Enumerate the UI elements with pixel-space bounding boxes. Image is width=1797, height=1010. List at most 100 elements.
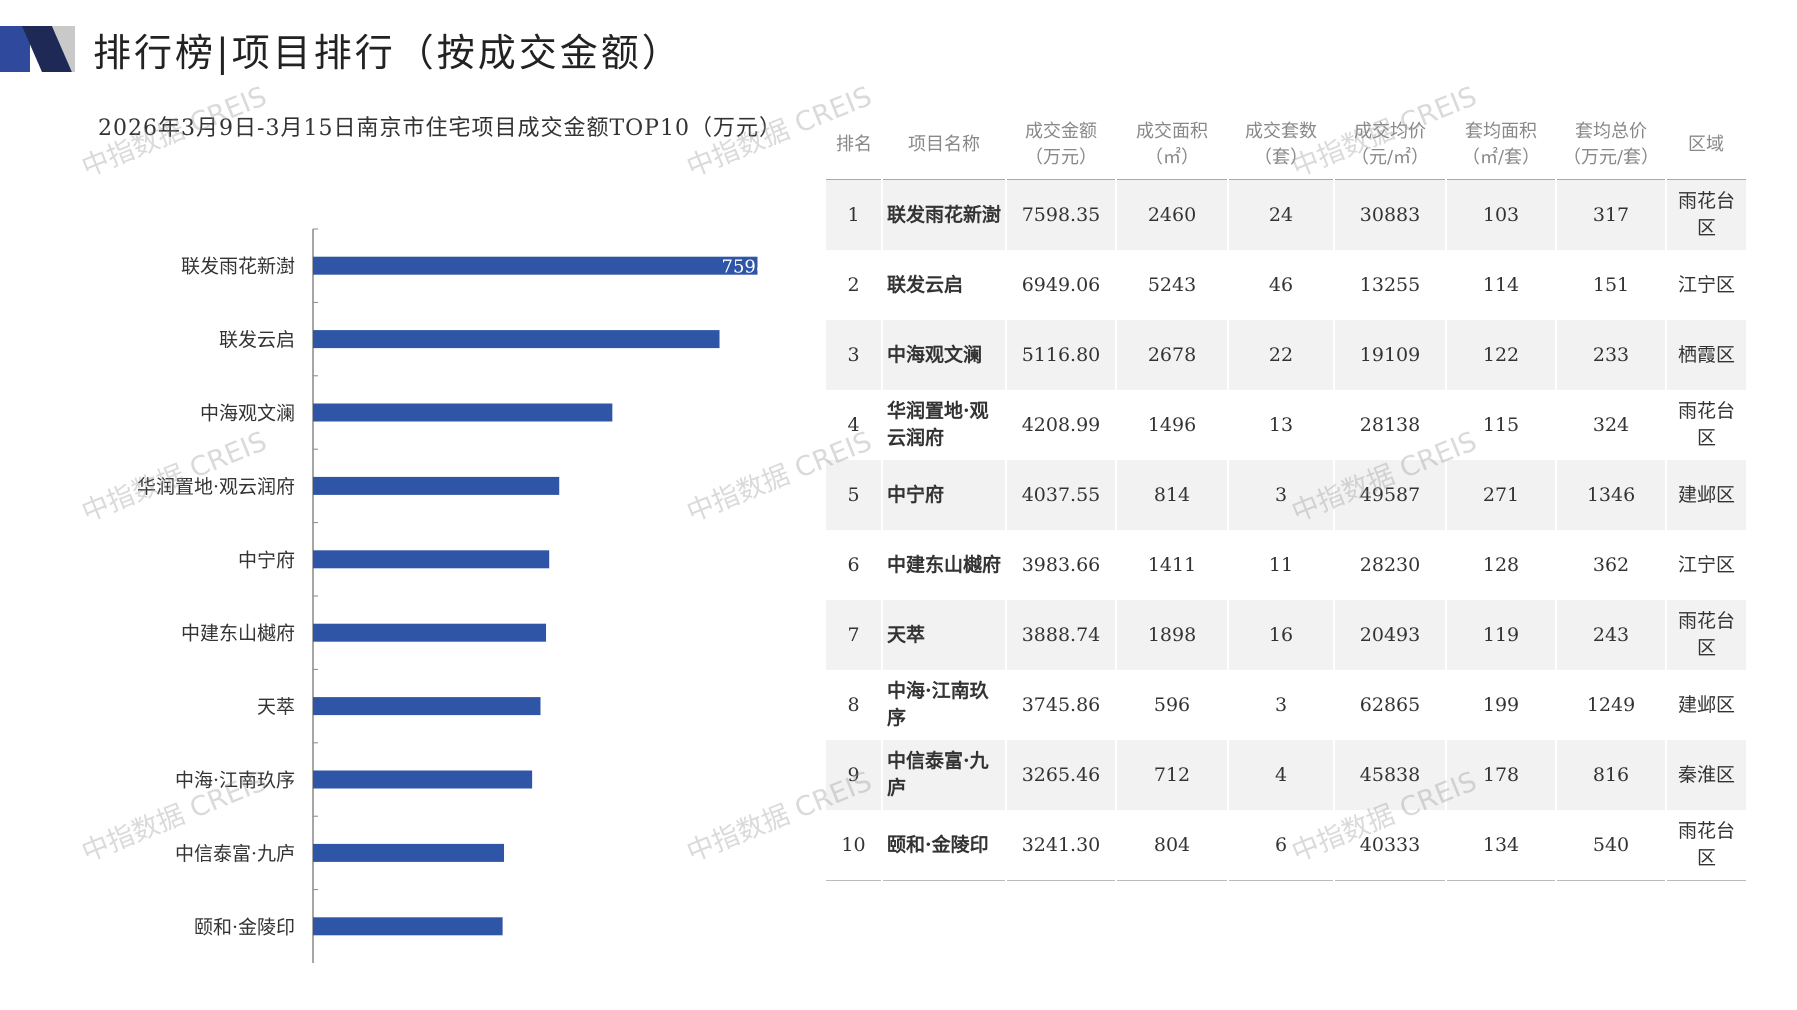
table-cell: 28138	[1333, 390, 1446, 460]
y-tick-label: 颐和·金陵印	[194, 916, 295, 938]
table-cell: 271	[1445, 460, 1556, 530]
bar	[313, 697, 541, 716]
table-row: 6 中建东山樾府 3983.66 1411 11 28230 128 362 江宁区	[826, 530, 1746, 600]
table-cell: 1411	[1115, 530, 1228, 600]
column-header: 套均面积 （㎡/套）	[1446, 111, 1556, 180]
bar	[313, 256, 758, 275]
table-cell: 8	[847, 693, 860, 716]
page-title: 排行榜|项目排行（按成交金额）	[93, 31, 683, 75]
table-cell: 中宁府	[881, 460, 1006, 530]
table-cell: 1346	[1555, 460, 1666, 530]
table-cell: 5243	[1115, 250, 1228, 320]
table-cell: 2460	[1115, 179, 1228, 250]
table-cell: 7	[826, 600, 882, 670]
bar	[313, 476, 560, 495]
table-row: 1 联发雨花新澍 7598.35 2460 24 30883 103 317 雨花台区	[826, 179, 1746, 250]
table-cell: 中建东山樾府	[881, 530, 1006, 600]
table-cell: 178	[1445, 740, 1556, 810]
y-tick-label: 中海·江南玖序	[175, 770, 295, 792]
table-cell: 栖霞区	[1665, 320, 1746, 390]
table-row: 9 中信泰富·九庐 3265.46 712 4 45838 178 816 秦淮区	[826, 740, 1746, 810]
table-cell: 4037.55	[1005, 460, 1116, 530]
table-cell: 中海·江南玖序	[881, 670, 1006, 740]
table-cell: 62865	[1333, 670, 1446, 740]
table-cell: 114	[1445, 250, 1556, 320]
chart-title: 2026年3月9日-3月15日南京市住宅项目成交金额TOP10（万元）	[98, 116, 782, 141]
table-cell: 雨花台区	[1665, 179, 1746, 250]
table-cell: 江宁区	[1665, 530, 1746, 600]
bar	[313, 623, 547, 642]
table-cell: 13255	[1333, 250, 1446, 320]
table-cell: 建邺区	[1665, 460, 1746, 530]
table-cell: 49587	[1333, 460, 1446, 530]
table-cell: 324	[1555, 390, 1666, 460]
table-cell: 46	[1227, 250, 1334, 320]
table-cell: 24	[1227, 179, 1334, 250]
bar	[313, 843, 505, 862]
table-cell: 中海观文澜	[881, 320, 1006, 390]
column-header: 排名	[826, 111, 882, 180]
table-cell: 134	[1445, 810, 1556, 881]
table-cell: 华润置地·观云润府	[881, 390, 1006, 460]
table-cell: 16	[1227, 600, 1334, 670]
column-header: 套均总价 （万元/套）	[1556, 111, 1666, 180]
table-cell: 9	[826, 740, 882, 810]
table-cell: 317	[1555, 179, 1666, 250]
column-header: 成交面积 （㎡）	[1116, 111, 1228, 180]
table-cell: 233	[1555, 320, 1666, 390]
table-cell: 151	[1555, 250, 1666, 320]
bar	[313, 917, 503, 936]
title-decoration	[0, 26, 75, 72]
table-cell: 联发云启	[881, 250, 1006, 320]
bar	[313, 330, 720, 349]
table-row: 2 联发云启 6949.06 5243 46 13255 114 151 江宁区	[826, 250, 1746, 320]
table-cell: 5	[826, 460, 882, 530]
table-cell: 122	[1445, 320, 1556, 390]
table-cell: 22	[1227, 320, 1334, 390]
table-cell: 199	[1445, 670, 1556, 740]
table-row: 8 中海·江南玖序 3745.86 596 3 62865 199 1249 建邺区	[826, 670, 1746, 740]
column-header: 成交均价 （元/㎡）	[1334, 111, 1446, 180]
bar	[313, 403, 613, 422]
table-cell: 2678	[1115, 320, 1228, 390]
table-row: 5 中宁府 4037.55 814 3 49587 271 1346 建邺区	[826, 460, 1746, 530]
y-tick-label: 联发雨花新澍	[181, 256, 295, 278]
table-row: 4 华润置地·观云润府 4208.99 1496 13 28138 115 324 雨花台区	[826, 390, 1746, 460]
table-cell: 3241.30	[1005, 810, 1116, 881]
table-cell: 6949.06	[1005, 250, 1116, 320]
bar	[313, 550, 550, 569]
table-cell: 江宁区	[1665, 250, 1746, 320]
y-tick-label: 中海观文澜	[200, 403, 295, 425]
y-tick-label: 天萃	[257, 696, 295, 718]
table-row: 3 中海观文澜 5116.80 2678 22 19109 122 233 栖霞区	[826, 320, 1746, 390]
table-cell: 115	[1445, 390, 1556, 460]
table-cell: 119	[1445, 600, 1556, 670]
table-cell: 6	[1227, 810, 1334, 881]
y-tick-label: 中宁府	[238, 549, 295, 571]
y-tick-label: 联发云启	[219, 329, 295, 351]
table-cell: 雨花台区	[1665, 390, 1746, 460]
table-cell: 3745.86	[1005, 670, 1116, 740]
table-cell: 4208.99	[1005, 390, 1116, 460]
table-cell: 天萃	[881, 600, 1006, 670]
y-tick-label: 中信泰富·九庐	[175, 843, 295, 865]
table-cell: 712	[1115, 740, 1228, 810]
table-cell: 6	[847, 553, 860, 576]
y-tick-label: 华润置地·观云润府	[137, 476, 295, 498]
table-cell: 1	[826, 179, 882, 250]
table-cell: 243	[1555, 600, 1666, 670]
table-cell: 7598.35	[1005, 179, 1116, 250]
table-cell: 3	[1227, 460, 1334, 530]
table-cell: 45838	[1333, 740, 1446, 810]
table-cell: 秦淮区	[1665, 740, 1746, 810]
table-cell: 3265.46	[1005, 740, 1116, 810]
table-cell: 5116.80	[1005, 320, 1116, 390]
table-cell: 20493	[1333, 600, 1446, 670]
table-cell: 4	[1227, 740, 1334, 810]
column-header: 项目名称	[882, 111, 1006, 180]
table-cell: 19109	[1333, 320, 1446, 390]
table-cell: 816	[1555, 740, 1666, 810]
table-cell: 13	[1227, 390, 1334, 460]
table-row: 10 颐和·金陵印 3241.30 804 6 40333 134 540 雨花台区	[826, 810, 1746, 881]
